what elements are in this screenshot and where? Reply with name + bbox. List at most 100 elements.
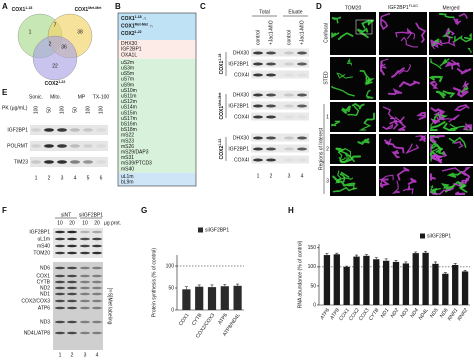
- signal: [440, 183, 456, 193]
- blot-band: [253, 73, 263, 77]
- signal: [429, 143, 442, 152]
- text-part: COX1: [75, 7, 89, 13]
- protein-label: COX4I: [234, 157, 249, 163]
- signal: [430, 110, 443, 125]
- blot-band: [253, 115, 263, 119]
- legend-label: siIGF2BP1: [205, 227, 229, 233]
- blot-band: [266, 136, 276, 140]
- bar: [461, 271, 469, 305]
- amount: 10: [82, 220, 88, 226]
- signal: [439, 58, 450, 67]
- bait-label: COX11-18: [218, 54, 225, 75]
- text-part: ∩: [143, 16, 147, 22]
- y-tick-label: 50: [168, 285, 174, 291]
- y-tick-label: 50: [310, 283, 316, 289]
- blot-band: [92, 331, 102, 335]
- blot-band: [266, 104, 276, 108]
- lane-number: 6: [100, 175, 103, 181]
- signal: [454, 191, 466, 196]
- list-group-bg: [118, 40, 196, 59]
- panel-letter: E: [2, 88, 8, 97]
- blot-band: [80, 266, 90, 270]
- text-part: Met-Met: [88, 6, 102, 10]
- y-axis-label: Protein synthesis (% of control): [151, 248, 157, 318]
- signal: [398, 64, 412, 75]
- x-tick-label: CYTB: [368, 307, 381, 322]
- pk-value: 100: [33, 106, 39, 115]
- signal: [407, 177, 417, 185]
- signal: [336, 147, 346, 162]
- blot-band: [266, 73, 276, 77]
- list-item: uS17m: [121, 116, 137, 122]
- blot-band: [67, 280, 77, 284]
- blot-band: [92, 280, 102, 284]
- blot-strip: [251, 48, 309, 57]
- blot-strip: [251, 90, 309, 99]
- list-item: uS9m: [121, 82, 134, 88]
- text-part: COX2: [219, 145, 225, 159]
- blot-band: [266, 51, 276, 55]
- bar: [442, 273, 449, 305]
- blot-strip: [251, 133, 309, 142]
- signal: [331, 16, 342, 24]
- venn-count: 38: [77, 29, 83, 35]
- protein-label: COX4I: [234, 114, 249, 120]
- product-label: ND6: [40, 265, 50, 271]
- pk-value: 100: [85, 106, 91, 115]
- list-item: bS16m: [121, 122, 137, 128]
- signal: [385, 142, 405, 154]
- list-item: mS40: [121, 166, 134, 172]
- signal: [416, 111, 426, 120]
- x-tick-label: ND2: [390, 307, 401, 319]
- signal: [378, 178, 390, 188]
- signal: [391, 180, 401, 194]
- list-header-bg: [118, 13, 196, 40]
- x-tick-label: RNR2: [457, 307, 470, 322]
- product-label: ND3: [40, 319, 50, 325]
- protein-label: TIM23: [14, 159, 28, 165]
- venn-count: 1: [29, 29, 32, 35]
- blot-band: [55, 266, 65, 270]
- condition-label: control: [286, 30, 292, 45]
- blot-band: [67, 331, 77, 335]
- blot-band: [80, 306, 90, 310]
- y-tick-label: 100: [308, 264, 317, 270]
- signal: [331, 120, 341, 127]
- blot-band: [297, 73, 307, 77]
- text-part: COX1: [121, 16, 135, 22]
- list-item: mS39/PTCD3: [121, 161, 152, 167]
- bar: [323, 255, 331, 305]
- blot-band: [253, 158, 263, 162]
- blot-band: [55, 244, 65, 248]
- blot-band: [297, 158, 307, 162]
- list-item: mS31: [121, 155, 134, 161]
- column-label: IGF2BP1FLAG: [388, 4, 418, 11]
- text-part: COX1: [219, 106, 225, 120]
- text-part: 1-18: [135, 15, 142, 19]
- signal: [458, 13, 468, 19]
- signal: [467, 47, 472, 53]
- pk-value: 50: [46, 107, 52, 113]
- treatment-label: TX-100: [93, 94, 110, 100]
- signal: [429, 149, 439, 158]
- list-box-border: [117, 12, 197, 187]
- signal: [429, 121, 446, 132]
- blot-band: [55, 274, 65, 278]
- signal: [351, 102, 365, 110]
- bar: [195, 286, 204, 310]
- product-label: COX2/COX3: [21, 298, 50, 304]
- blot-band: [253, 136, 263, 140]
- blot-band: [266, 147, 276, 151]
- roi-label: Regions of Interest: [318, 127, 324, 170]
- blot-band: [92, 244, 102, 248]
- signal: [347, 105, 360, 117]
- y-tick-label: 0: [313, 302, 316, 308]
- signal: [453, 177, 468, 187]
- blot-band: [67, 244, 77, 248]
- signal: [442, 122, 458, 131]
- signal: [445, 28, 455, 43]
- panel-letter: C: [200, 2, 206, 11]
- column-label: Merged: [443, 5, 460, 11]
- list-item: IGF2BP1: [121, 47, 142, 53]
- roi-number: 2: [326, 146, 329, 152]
